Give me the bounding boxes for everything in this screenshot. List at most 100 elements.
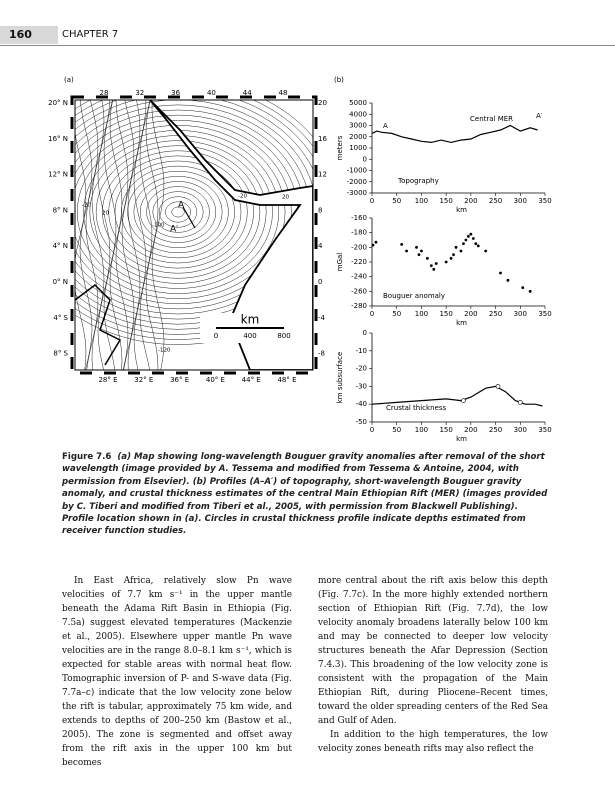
header-rule	[0, 45, 615, 46]
annotation: Bouguer anomaly	[383, 292, 445, 300]
profile-line	[371, 124, 538, 144]
right-tick-label: -4	[318, 314, 326, 322]
profile-end: A	[178, 201, 185, 211]
contour	[95, 145, 261, 279]
x-tick-label: 300	[514, 197, 527, 205]
panel-label: (b)	[334, 76, 344, 84]
y-tick-label: -20	[356, 365, 367, 373]
data-point	[420, 249, 423, 253]
y-axis-label: km subsurface	[336, 352, 344, 404]
x-tick-label: 250	[489, 310, 502, 318]
contour	[75, 100, 87, 370]
contour	[133, 100, 147, 370]
y-tick-label: -3000	[347, 189, 367, 197]
y-axis-label: mGal	[336, 253, 344, 272]
data-point	[469, 232, 473, 236]
left-column: In East Africa, relatively slow Pn wave …	[62, 574, 292, 770]
y-tick-label: 0	[363, 329, 367, 337]
annotation: Topography	[397, 177, 439, 185]
page-number: 160	[9, 28, 32, 41]
receiver-point	[495, 384, 501, 389]
y-tick-label: 3000	[349, 122, 367, 130]
x-tick-label: 200	[464, 426, 477, 434]
contour	[121, 165, 235, 259]
y-tick-label: -260	[351, 287, 367, 295]
paragraph: more central about the rift axis below t…	[318, 576, 548, 726]
x-tick-label: 250	[489, 426, 502, 434]
left-tick-label: 0° N	[53, 278, 68, 286]
contour	[127, 100, 141, 370]
bottom-tick-label: 40° E	[206, 376, 225, 384]
contour	[171, 206, 185, 218]
contour-label: -120	[158, 348, 171, 354]
bottom-tick-label: 36° E	[170, 376, 189, 384]
bottom-tick-label: 28° E	[98, 376, 117, 384]
data-point	[528, 289, 532, 293]
panel-label: (a)	[64, 76, 74, 84]
caption: Figure 7.6 (a) Map showing long-waveleng…	[62, 451, 550, 538]
map-border	[70, 95, 318, 375]
x-tick-label: 300	[514, 426, 527, 434]
contour	[85, 100, 99, 370]
left-tick-label: 20° N	[48, 99, 68, 107]
data-point	[400, 243, 404, 246]
right-tick-label: 8	[318, 206, 322, 214]
data-point	[464, 238, 468, 242]
y-tick-label: -280	[351, 302, 367, 310]
data-point	[466, 234, 470, 238]
data-point	[499, 271, 502, 275]
data-point	[462, 242, 465, 246]
y-tick-label: -40	[356, 400, 367, 408]
y-tick-label: -2000	[347, 178, 367, 186]
right-column: more central about the rift axis below t…	[318, 574, 548, 756]
data-point	[476, 244, 480, 248]
y-axis-label: meters	[336, 135, 344, 160]
x-axis-label: km	[456, 206, 467, 214]
data-point	[374, 240, 378, 244]
contour	[151, 100, 165, 370]
x-axis-label: km	[456, 435, 467, 443]
data-point	[474, 242, 478, 246]
x-tick-label: 200	[464, 197, 477, 205]
contour	[109, 100, 123, 370]
x-tick-label: 350	[538, 197, 551, 205]
contour	[75, 100, 313, 345]
y-tick-label: 4000	[349, 110, 367, 118]
x-tick-label: 150	[439, 310, 452, 318]
contour-label: -20	[238, 194, 247, 200]
contour	[145, 100, 159, 370]
contour-label: -20	[82, 203, 91, 209]
scale-unit: km	[241, 313, 260, 327]
contour	[102, 150, 254, 274]
x-tick-label: 300	[514, 310, 527, 318]
x-tick-label: 150	[439, 197, 452, 205]
profile-line	[182, 206, 196, 229]
contour	[91, 100, 105, 370]
y-tick-label: -10	[356, 347, 367, 355]
contour	[108, 155, 248, 269]
contour	[139, 100, 153, 370]
contour	[75, 125, 286, 299]
paragraph: In addition to the high temperatures, th…	[318, 730, 548, 754]
contour	[133, 176, 223, 248]
data-point	[425, 256, 429, 260]
x-tick-label: 50	[392, 426, 401, 434]
page-number-box	[0, 26, 58, 44]
contour	[165, 201, 191, 223]
chapter-title: CHAPTER 7	[62, 29, 119, 40]
data-point	[432, 267, 436, 271]
top-tick-label: 32	[135, 89, 144, 97]
scale-tick-label: 400	[243, 332, 256, 340]
right-tick-label: 0	[318, 278, 322, 286]
left-tick-label: 4° S	[53, 314, 68, 322]
caption-label: Figure 7.6	[62, 452, 112, 462]
top-tick-label: 48	[279, 89, 288, 97]
x-tick-label: 100	[415, 426, 428, 434]
right-tick-label: 16	[318, 135, 327, 143]
annotation: A′	[536, 112, 543, 120]
data-point	[415, 245, 418, 249]
right-tick-label: 20	[318, 99, 327, 107]
x-tick-label: 100	[415, 310, 428, 318]
bottom-tick-label: 32° E	[134, 376, 153, 384]
